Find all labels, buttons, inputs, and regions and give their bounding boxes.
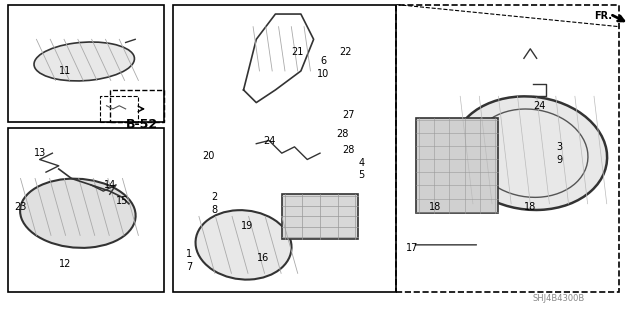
Text: 7: 7 <box>186 262 193 272</box>
Text: 28: 28 <box>336 129 349 139</box>
Text: 18: 18 <box>429 202 441 212</box>
Text: 22: 22 <box>339 47 352 57</box>
Text: 9: 9 <box>556 154 562 165</box>
FancyBboxPatch shape <box>282 194 358 239</box>
Text: 28: 28 <box>342 145 355 155</box>
Text: 13: 13 <box>33 148 45 158</box>
Text: 10: 10 <box>317 69 330 79</box>
Text: 21: 21 <box>291 47 304 57</box>
Text: 18: 18 <box>524 202 536 212</box>
Text: B-52: B-52 <box>125 118 157 131</box>
Text: 8: 8 <box>212 205 218 215</box>
Text: 11: 11 <box>59 66 71 76</box>
Text: 2: 2 <box>212 192 218 203</box>
Text: 24: 24 <box>263 136 275 145</box>
Ellipse shape <box>34 42 134 81</box>
Text: 3: 3 <box>556 142 562 152</box>
Text: 20: 20 <box>202 151 214 161</box>
Text: 16: 16 <box>257 253 269 263</box>
Text: 23: 23 <box>14 202 27 212</box>
Text: 24: 24 <box>534 101 546 111</box>
Text: 14: 14 <box>104 180 116 190</box>
Ellipse shape <box>196 210 292 279</box>
Text: 15: 15 <box>116 196 129 206</box>
Text: 6: 6 <box>320 56 326 66</box>
Text: 17: 17 <box>406 243 419 253</box>
Text: 19: 19 <box>241 221 253 231</box>
Text: 1: 1 <box>186 249 193 259</box>
Text: 4: 4 <box>358 158 365 168</box>
Ellipse shape <box>20 179 136 248</box>
Text: 27: 27 <box>342 110 355 120</box>
Text: 12: 12 <box>59 259 71 269</box>
Text: FR.: FR. <box>595 11 612 21</box>
Ellipse shape <box>454 96 607 210</box>
Text: 5: 5 <box>358 170 365 180</box>
FancyBboxPatch shape <box>415 118 499 213</box>
Text: SHJ4B4300B: SHJ4B4300B <box>533 294 585 303</box>
